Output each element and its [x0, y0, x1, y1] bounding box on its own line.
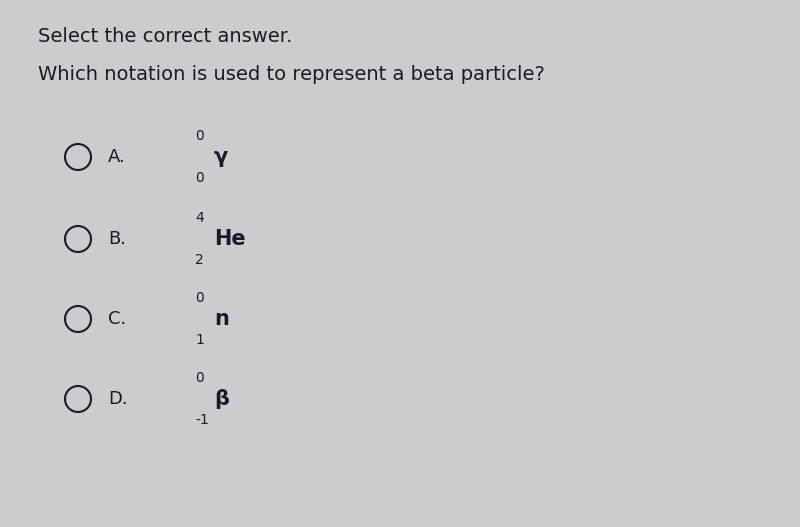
Text: He: He — [214, 229, 246, 249]
Text: γ: γ — [214, 147, 228, 167]
Text: A.: A. — [108, 148, 126, 166]
Text: C.: C. — [108, 310, 126, 328]
Text: 2: 2 — [195, 253, 204, 267]
Text: 0: 0 — [195, 129, 204, 143]
Text: 0: 0 — [195, 171, 204, 185]
Text: 1: 1 — [195, 333, 204, 347]
Text: -1: -1 — [195, 413, 209, 427]
Text: D.: D. — [108, 390, 128, 408]
Text: 0: 0 — [195, 291, 204, 305]
Text: 0: 0 — [195, 371, 204, 385]
Text: B.: B. — [108, 230, 126, 248]
Text: Which notation is used to represent a beta particle?: Which notation is used to represent a be… — [38, 65, 545, 84]
Text: n: n — [214, 309, 229, 329]
Text: Select the correct answer.: Select the correct answer. — [38, 27, 292, 46]
Text: 4: 4 — [195, 211, 204, 225]
Text: β: β — [214, 389, 229, 409]
